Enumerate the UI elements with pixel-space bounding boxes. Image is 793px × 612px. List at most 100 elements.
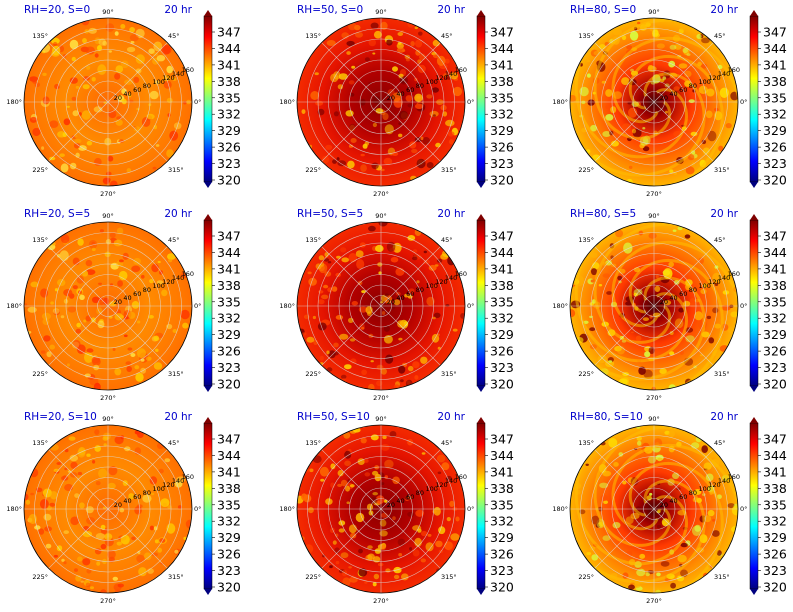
- field-cell: [590, 252, 598, 258]
- field-cell: [392, 516, 396, 521]
- field-cell: [346, 51, 351, 55]
- field-cell: [92, 460, 96, 464]
- field-cell: [411, 148, 418, 154]
- field-cell: [344, 450, 352, 459]
- field-cell: [370, 22, 379, 29]
- radial-tick-label: 80: [143, 286, 151, 294]
- field-cell: [383, 335, 393, 344]
- polar-frame: [569, 221, 739, 391]
- field-cell: [133, 257, 141, 265]
- field-cell: [86, 568, 92, 574]
- field-cell: [151, 263, 159, 273]
- grid-spoke: [380, 42, 441, 103]
- field-cell: [702, 283, 708, 289]
- field-cell: [682, 47, 689, 54]
- angle-tick-label: 180°: [6, 98, 22, 106]
- colorbar-extend-min: [750, 386, 758, 392]
- field-cell: [441, 462, 450, 471]
- field-cell: [656, 524, 662, 529]
- field-cell: [694, 524, 701, 532]
- field-cell: [611, 140, 619, 147]
- field-cell: [91, 356, 101, 364]
- field-cell: [61, 558, 65, 562]
- field-cell: [731, 505, 738, 516]
- field-cell: [363, 459, 369, 463]
- field-cell: [42, 318, 50, 325]
- radial-tick-label: 20: [387, 501, 395, 509]
- field-cell: [597, 354, 607, 364]
- radial-tick-label: 120: [162, 481, 174, 489]
- field-cell: [301, 109, 306, 114]
- field-cell: [393, 299, 401, 306]
- field-cell: [637, 440, 642, 446]
- field-cell: [337, 84, 344, 90]
- field-cell: [417, 528, 422, 533]
- field-cell: [74, 135, 78, 138]
- field-cell: [82, 558, 91, 566]
- colorbar-tick-label: 341: [490, 261, 514, 276]
- radial-tick-label: 120: [435, 481, 447, 489]
- field-cell: [355, 250, 364, 258]
- spiral-band: [570, 72, 706, 177]
- field-cell: [166, 323, 173, 330]
- field-cell: [706, 88, 715, 97]
- field-cell: [407, 511, 415, 517]
- field-cell: [62, 475, 68, 481]
- angle-tick-label: 225°: [578, 166, 594, 174]
- field-cell: [181, 271, 185, 275]
- field-cell: [86, 65, 91, 70]
- field-cell: [403, 321, 409, 327]
- radial-tick-label: 160: [455, 270, 467, 278]
- spiral-band: [574, 432, 689, 566]
- grid-spoke: [48, 508, 109, 569]
- angle-tick-label: 180°: [552, 302, 568, 310]
- colorbar-tick-label: 347: [217, 229, 241, 244]
- radial-tick-label: 100: [426, 282, 438, 290]
- field-cell: [377, 262, 383, 267]
- field-cell: [383, 325, 390, 332]
- field-cell: [642, 317, 650, 321]
- field-cell: [160, 498, 170, 507]
- field-cell: [673, 86, 680, 91]
- angle-tick-label: 135°: [578, 32, 594, 40]
- field-cell: [581, 100, 586, 105]
- angle-tick-label: 270°: [373, 394, 389, 402]
- field-cell: [94, 37, 101, 45]
- radial-tick-label: 80: [416, 82, 424, 90]
- field-cell: [98, 297, 104, 302]
- field-cell: [134, 365, 140, 370]
- colorbar-tick-label: 344: [217, 448, 241, 463]
- radial-tick-label: 40: [396, 90, 404, 98]
- field-cell: [114, 589, 121, 593]
- angle-tick-label: 270°: [373, 597, 389, 605]
- field-cell: [121, 88, 127, 95]
- field-cell: [167, 505, 172, 509]
- field-cell: [397, 32, 404, 36]
- grid-spoke: [594, 101, 655, 162]
- field-cell: [407, 365, 414, 372]
- field-cell: [63, 118, 71, 126]
- field-cell: [302, 332, 307, 336]
- field-cell: [27, 306, 37, 313]
- angle-tick-label: 0°: [467, 302, 474, 310]
- panel-time-label: 20 hr: [164, 4, 192, 16]
- panel-time-label: 20 hr: [437, 208, 465, 220]
- field-cell: [414, 77, 418, 82]
- field-cell: [678, 307, 685, 313]
- colorbar-tick-label: 320: [763, 377, 787, 392]
- field-cell: [380, 368, 387, 375]
- field-cell: [326, 367, 333, 372]
- spiral-band: [574, 229, 689, 363]
- panel-time-label: 20 hr: [164, 208, 192, 220]
- field-cell: [136, 554, 145, 563]
- field-cell: [416, 280, 420, 284]
- field-cell: [341, 32, 350, 39]
- panel-title: RH=50, S=0: [297, 4, 363, 16]
- field-cell: [317, 322, 327, 331]
- grid-spoke: [107, 305, 168, 366]
